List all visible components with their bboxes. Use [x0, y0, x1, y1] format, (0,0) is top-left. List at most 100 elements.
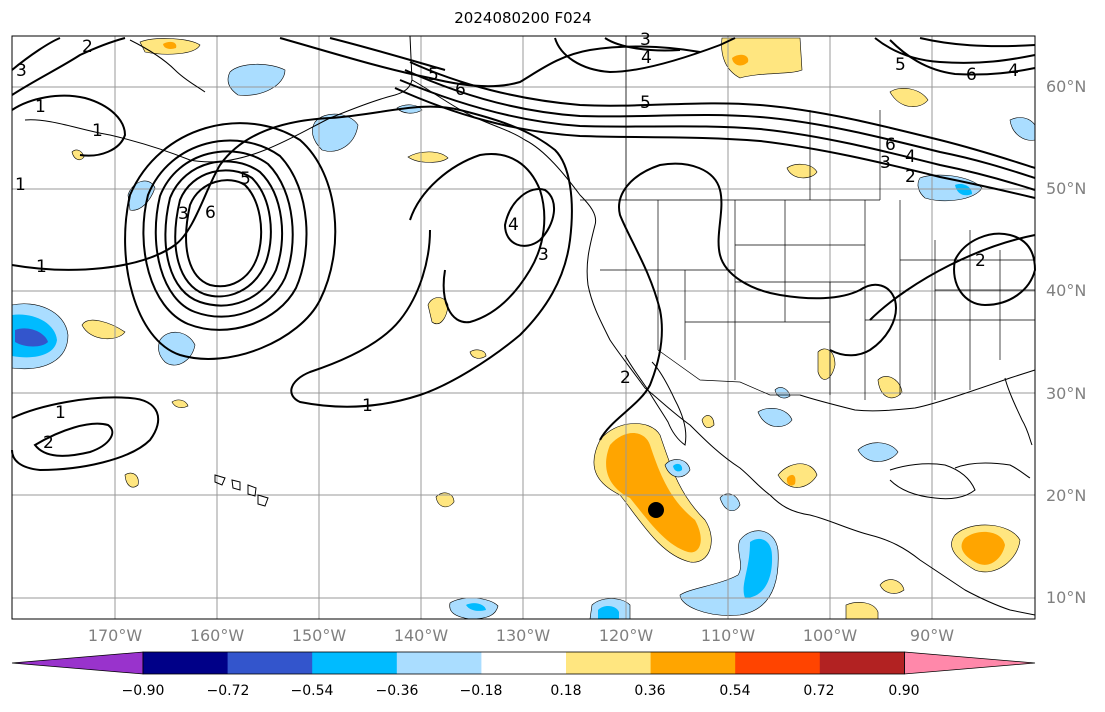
colorbar-tick-label: 0.36	[634, 683, 666, 699]
yellow-small-9	[879, 579, 905, 594]
contour-label: 5	[640, 93, 651, 113]
map-title: 2024080200 F024	[454, 9, 592, 27]
orange-spot-north	[732, 54, 749, 66]
blue-region-pacific-2	[312, 113, 359, 152]
lon-label: 140°W	[393, 626, 449, 645]
blue-core-e-pacific	[743, 538, 773, 598]
contour-one-southwest	[11, 396, 160, 472]
blue-region-mexico-1	[757, 407, 793, 427]
yellow-small-3	[407, 151, 449, 163]
yellow-small-5	[786, 163, 818, 179]
colorbar-swatch	[819, 652, 905, 674]
orange-spot-8	[786, 474, 796, 486]
colorbar-tick-label: −0.54	[290, 683, 334, 699]
contour-northeast-3	[919, 37, 1036, 48]
contour-label: 2	[620, 368, 631, 388]
contour-two-southwest	[33, 422, 114, 457]
state-borders	[580, 36, 1035, 400]
shaded-fields	[11, 37, 1036, 620]
contour-label: 6	[966, 65, 977, 85]
lat-label: 10°N	[1046, 588, 1087, 607]
yellow-small-4	[889, 87, 929, 107]
contour-east-one	[869, 234, 1036, 321]
yellow-small-16	[701, 415, 715, 429]
contour-label: 4	[905, 147, 916, 167]
contour-label: 1	[362, 396, 373, 416]
contours	[11, 37, 1037, 472]
yellow-small-11	[435, 492, 455, 508]
yellow-small-6	[817, 348, 836, 380]
contour-label: 4	[641, 48, 652, 68]
orange-spot-nw	[163, 41, 177, 49]
aleutians	[129, 39, 206, 93]
graticule	[12, 36, 1035, 619]
yucatan	[889, 463, 976, 500]
contour-northeast-2	[889, 39, 1036, 76]
contour-label: 2	[82, 37, 93, 57]
blue-core-south-2	[598, 606, 619, 619]
contour-label: 4	[508, 215, 519, 235]
storm-marker	[648, 502, 664, 518]
contour-west-one	[11, 94, 127, 157]
lat-label: 50°N	[1046, 179, 1087, 198]
yellow-small-12	[124, 472, 139, 488]
coastlines	[24, 35, 1036, 616]
alaska-coast	[24, 79, 413, 163]
yellow-small-13	[469, 349, 487, 359]
contour-jet-6	[329, 37, 446, 71]
colorbar	[11, 651, 1036, 675]
orange-core-central-america	[961, 531, 1005, 565]
blue-region-baja	[719, 493, 741, 511]
contour-label: 3	[538, 245, 549, 265]
colorbar-tick-label: −0.36	[375, 683, 419, 699]
contour-label: 6	[455, 80, 466, 100]
lon-label: 110°W	[700, 626, 756, 645]
lat-label: 20°N	[1046, 486, 1087, 505]
contour-four-small	[503, 188, 556, 247]
contour-label: 1	[35, 97, 46, 117]
colorbar-tick-label: 0.90	[888, 683, 920, 699]
hawaii-3	[247, 484, 257, 497]
contour-two-mexico	[599, 162, 897, 441]
contour-low-6	[185, 179, 263, 288]
contour-label: 1	[36, 257, 47, 277]
contour-northwest	[11, 37, 61, 71]
colorbar-tick-label: 0.72	[803, 683, 835, 699]
contour-label: 6	[885, 135, 896, 155]
colorbar-tick-label: −0.18	[459, 683, 503, 699]
contour-label: 2	[975, 251, 986, 271]
contour-label: 3	[640, 30, 651, 50]
yellow-small-1	[81, 319, 126, 339]
contour-two-wedge	[409, 153, 546, 324]
baja-peninsula	[624, 354, 687, 446]
colorbar-swatch	[481, 652, 567, 674]
contour-north-1	[554, 37, 736, 74]
contour-northwest-2	[11, 37, 126, 96]
lon-label: 150°W	[291, 626, 347, 645]
blue-core-atlantic	[955, 184, 972, 196]
contour-label: 2	[43, 433, 54, 453]
contour-low-5	[174, 169, 272, 298]
colorbar-tick-label: −0.90	[121, 683, 165, 699]
contour-low-4	[164, 160, 284, 307]
lon-label: 160°W	[189, 626, 245, 645]
contour-one-big	[11, 105, 573, 408]
contour-label: 6	[205, 203, 216, 223]
contour-label: 3	[16, 61, 27, 81]
contour-jet-5	[279, 37, 701, 88]
colorbar-tick-label: 0.54	[719, 683, 751, 699]
blue-region-gulf	[857, 442, 899, 462]
colorbar-swatch	[650, 652, 736, 674]
colorbar-tick-label: 0.18	[550, 683, 582, 699]
contour-jet-2	[404, 69, 1036, 179]
map-frame	[11, 35, 1036, 620]
colorbar-tick-label: −0.72	[206, 683, 250, 699]
colorbar-swatch	[312, 652, 398, 674]
contour-label: 5	[895, 55, 906, 75]
north-america-coast	[409, 35, 1036, 616]
gulf-coast	[799, 369, 1036, 412]
contour-label: 1	[92, 121, 103, 141]
colorbar-swatch	[735, 652, 821, 674]
contour-low-3	[154, 150, 294, 318]
